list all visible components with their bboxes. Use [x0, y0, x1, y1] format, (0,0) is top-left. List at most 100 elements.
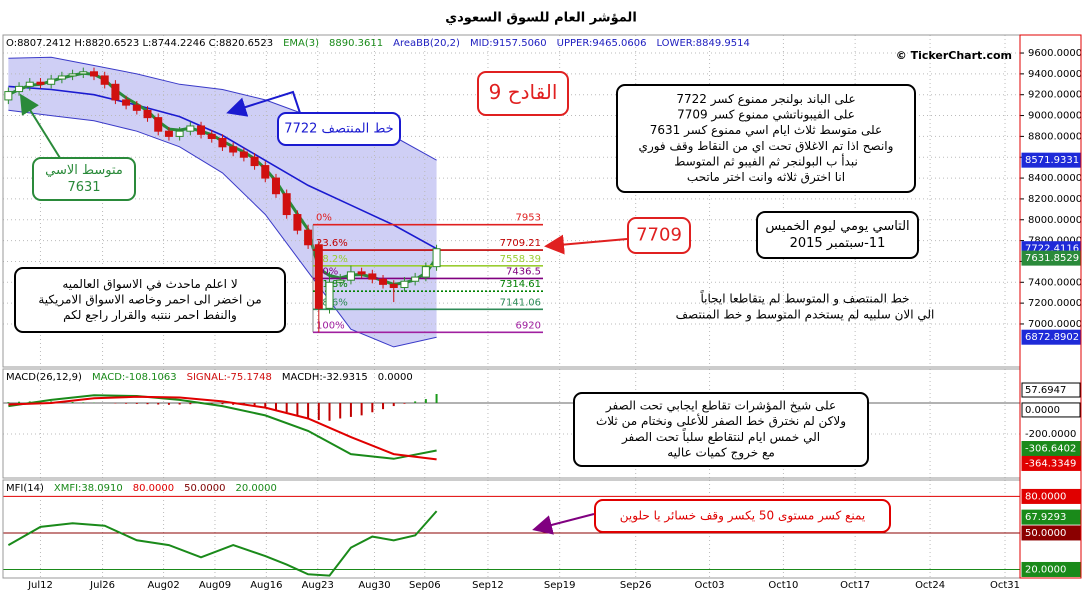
- annotation-box: [277, 112, 401, 146]
- annotation-text: على الفيبوناتشي ممنوع كسر 7709: [677, 108, 855, 123]
- annotation-text: خط المنتصف 7722: [284, 122, 393, 137]
- candle-body: [57, 75, 66, 80]
- plot-layer: 9600.0000 9400.0000 9200.0000 9000.0000 8800…: [3, 35, 1082, 591]
- candle-body: [207, 133, 216, 139]
- header-text: 8890.3611: [329, 38, 383, 49]
- histogram-bar: [371, 402, 374, 413]
- annotation-box: [573, 392, 869, 467]
- annotation-text: على متوسط ثلاث ايام اسي ممنوع كسر 7631: [650, 123, 882, 138]
- fib-label: 0%: [316, 213, 332, 224]
- histogram-bar: [307, 402, 310, 419]
- annotation-text: على شيخ المؤشرات تقاطع ايجابي تحت الصفر: [605, 399, 836, 414]
- candle-body: [122, 99, 131, 106]
- candle-body: [25, 81, 34, 87]
- fib-value: 7141.06: [500, 297, 541, 308]
- annotation-text: والنفط احمر ننتبه والقرار راجع لكم: [63, 308, 237, 323]
- histogram-bar: [125, 402, 128, 404]
- annotation-text: التاسي يومي ليوم الخميس: [765, 219, 909, 234]
- x-tick-label: Aug30: [358, 580, 390, 591]
- candle-body: [325, 281, 334, 309]
- candle-body: [175, 130, 184, 137]
- value-box-label: -364.3349: [1025, 458, 1076, 469]
- candle-body: [421, 266, 430, 278]
- y-tick-label: 8000.0000: [1028, 215, 1082, 226]
- candle-body: [100, 75, 109, 85]
- histogram-bar: [210, 402, 213, 404]
- histogram-bar: [146, 402, 149, 405]
- candle-body: [111, 83, 120, 101]
- histogram-bar: [360, 402, 363, 416]
- candle-body: [36, 81, 45, 85]
- candle-body: [143, 109, 152, 119]
- annotation-text: لا اعلم ماحدث في الاسواق العالميه: [62, 277, 237, 292]
- x-tick-label: Aug02: [147, 580, 179, 591]
- candle-body: [15, 85, 24, 93]
- header-text: 50.0000: [184, 483, 225, 494]
- annotation-text: يمنع كسر مستوى 50 يكسر وقف خسائر يا حلوي…: [620, 509, 866, 524]
- annotation-text: ولاكن لم نخترق خط الصفر للأعلى ونختام من…: [596, 413, 846, 429]
- histogram-bar: [285, 402, 288, 413]
- header-text: XMFI:38.0910: [54, 483, 123, 494]
- fib-label: 23.6%: [316, 238, 348, 249]
- value-box: [1021, 441, 1081, 457]
- value-box-label: 57.6947: [1025, 385, 1066, 396]
- histogram-bar: [18, 401, 21, 403]
- x-tick-label: Oct17: [840, 580, 870, 591]
- x-tick-label: Sep12: [472, 580, 504, 591]
- annotation-box: [14, 267, 286, 333]
- candle-body: [218, 137, 227, 148]
- x-tick-label: Aug16: [250, 580, 282, 591]
- y-tick-label: 8400.0000: [1028, 173, 1082, 184]
- arrow: [532, 513, 595, 535]
- x-tick-label: Oct10: [768, 580, 798, 591]
- header-text: MACD(26,12,9): [6, 372, 82, 383]
- candle-body: [282, 193, 291, 216]
- annotation-box: [477, 71, 569, 116]
- value-box-label: -306.6402: [1025, 444, 1076, 455]
- header-text: LOWER:8849.9514: [656, 38, 749, 49]
- arrow: [544, 234, 628, 255]
- candle-body: [154, 117, 163, 132]
- candle-body: [186, 125, 195, 132]
- value-box: [1021, 488, 1081, 504]
- histogram-bar: [317, 402, 320, 421]
- annotation-box: [616, 84, 916, 193]
- histogram-bar: [253, 402, 256, 407]
- y-tick-label: 7000.0000: [1028, 319, 1082, 330]
- value-box: [1021, 561, 1081, 577]
- header-text: MFI(14): [6, 483, 44, 494]
- histogram-bar: [167, 402, 170, 405]
- annotation-text: نبدأ ب البولنجر ثم الفيبو ثم المتوسط: [674, 153, 858, 169]
- annotation-text: انا اخترق ثلاثه وانت اختر ماتحب: [687, 170, 845, 185]
- candle-body: [229, 146, 238, 153]
- candle-body: [389, 283, 398, 288]
- annotation-box: [594, 499, 891, 533]
- value-box-label: 7631.8529: [1025, 253, 1079, 264]
- x-tick-label: Aug09: [199, 580, 231, 591]
- header-text: MACD:-108.1063: [92, 372, 177, 383]
- chart-title: المؤشر العام للسوق السعودي: [445, 11, 637, 26]
- candle-body: [89, 71, 98, 77]
- value-box: [1021, 525, 1081, 541]
- annotation-text: 7631: [67, 180, 100, 195]
- x-tick-label: Oct31: [990, 580, 1020, 591]
- x-tick-label: Oct24: [915, 580, 945, 591]
- header-text: UPPER:9465.0606: [557, 38, 647, 49]
- y-tick-label: 9600.0000: [1028, 48, 1082, 59]
- candle-body: [336, 279, 345, 283]
- candle-body: [68, 73, 77, 77]
- line-series: [7, 510, 438, 577]
- x-tick-label: Jul26: [89, 580, 115, 591]
- value-box-label: 7722.4116: [1025, 244, 1079, 255]
- histogram-bar: [403, 402, 406, 404]
- candle-body: [411, 276, 420, 282]
- y-tick-label: 9200.0000: [1028, 90, 1082, 101]
- annotation-text: 11-سبتمبر 2015: [790, 236, 886, 251]
- annotation-text: على الباند بولنجر ممنوع كسر 7722: [676, 92, 855, 107]
- histogram-bar: [392, 402, 395, 407]
- histogram-bar: [71, 402, 74, 403]
- value-box-label: 50.0000: [1025, 528, 1066, 539]
- y-tick-label: -200.0000: [1025, 429, 1076, 440]
- candle-body: [432, 248, 441, 268]
